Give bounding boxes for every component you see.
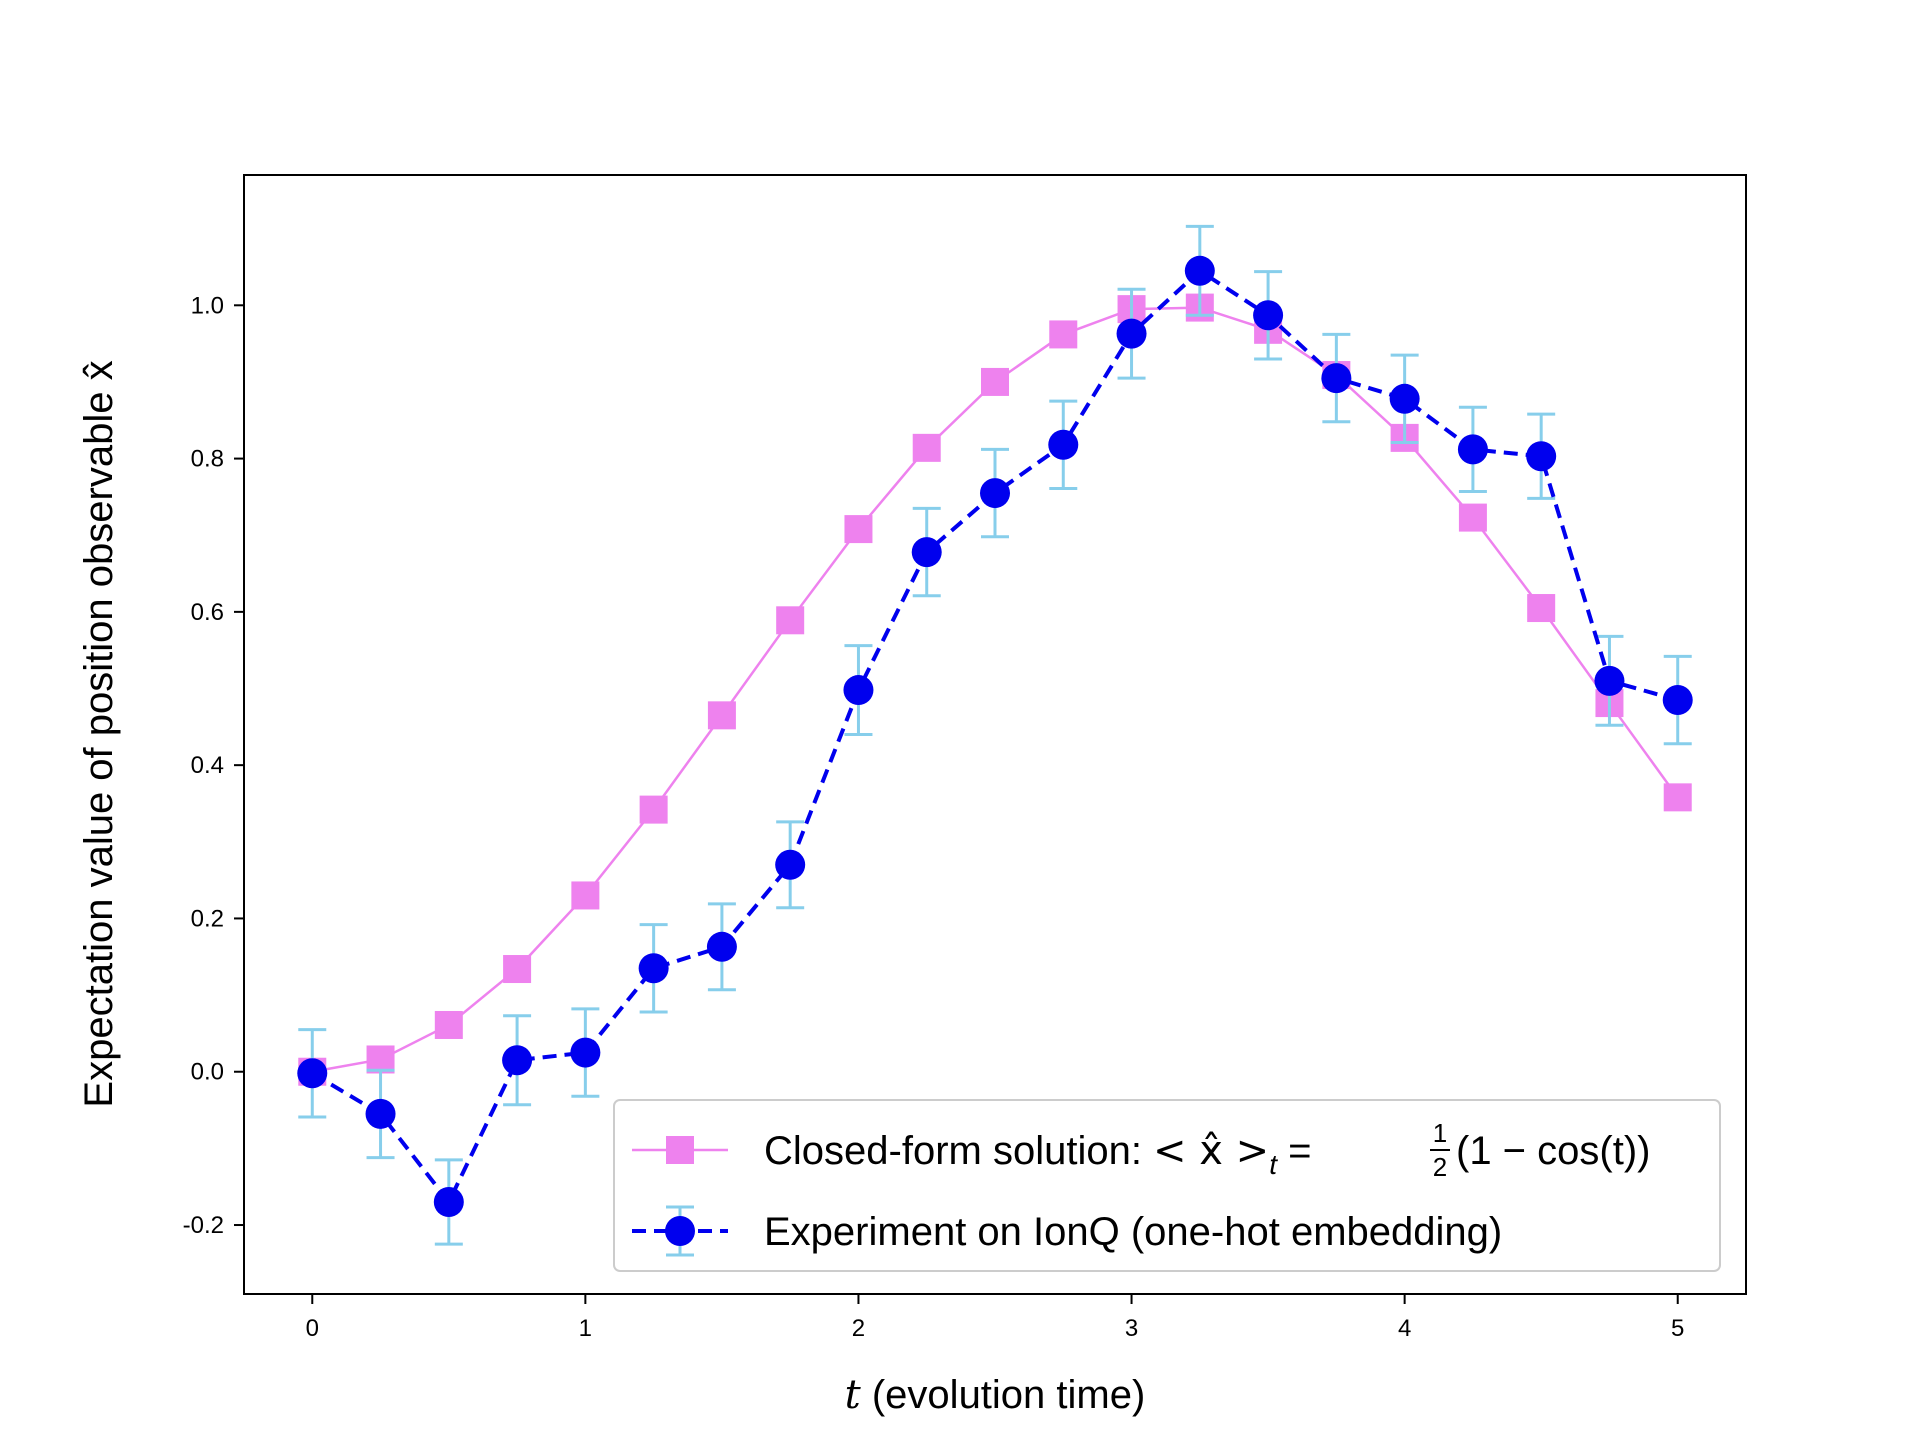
series-closed-form [298, 293, 1692, 1086]
closed-form-point [912, 433, 941, 462]
y-tick-label: 0.6 [191, 599, 224, 626]
experiment-point [1048, 429, 1079, 460]
experiment-point [570, 1037, 601, 1068]
experiment-point [1253, 300, 1284, 331]
experiment-point [365, 1098, 396, 1129]
closed-form-point [571, 881, 600, 910]
x-tick-label: 4 [1398, 1315, 1411, 1342]
axis-ticks: 0 1 2 3 4 5 -0.2 0.0 0.2 0.4 0.6 0.8 1.0 [183, 292, 1685, 1342]
experiment-point [638, 953, 669, 984]
x-tick-label: 1 [579, 1315, 592, 1342]
legend-closed-form-subscript: t [1269, 1149, 1278, 1180]
experiment-point [1389, 383, 1420, 414]
experiment-point [1457, 434, 1488, 465]
closed-form-point [844, 515, 873, 544]
closed-form-point [1049, 320, 1078, 349]
legend-frame [613, 1099, 1721, 1272]
y-axis-label: Expectation value of position observable… [77, 360, 121, 1107]
legend-closed-form-suffix: (1 − cos(t)) [1456, 1129, 1650, 1173]
experiment-point [1594, 665, 1625, 696]
x-tick-label: 2 [852, 1315, 865, 1342]
closed-form-point [639, 795, 668, 824]
closed-form-point [707, 701, 736, 730]
experiment-point [911, 537, 942, 568]
x-tick-label: 5 [1671, 1315, 1684, 1342]
experiment-point [843, 675, 874, 706]
legend-closed-form-equals: = [1277, 1129, 1311, 1173]
legend-fraction-numerator: 1 [1433, 1118, 1447, 1148]
legend-closed-form-prefix: Closed-form solution: [764, 1129, 1153, 1173]
experiment-point [1526, 441, 1557, 472]
experiment-point [502, 1045, 533, 1076]
legend-entry-experiment: Experiment on IonQ (one-hot embedding) [632, 1205, 1502, 1257]
experiment-point [1116, 318, 1147, 349]
experiment-point [433, 1187, 464, 1218]
x-tick-label: 3 [1125, 1315, 1138, 1342]
legend-label-experiment: Experiment on IonQ (one-hot embedding) [764, 1210, 1502, 1254]
y-tick-label: 0.4 [191, 752, 224, 779]
legend-marker-circle [665, 1216, 695, 1246]
y-tick-label: 1.0 [191, 292, 224, 319]
experiment-point [297, 1058, 328, 1089]
x-tick-label: 0 [306, 1315, 319, 1342]
closed-form-point [1458, 503, 1487, 532]
closed-form-point [1527, 594, 1556, 623]
closed-form-point [1663, 783, 1692, 812]
legend-marker-square [666, 1136, 694, 1164]
series-experiment [297, 224, 1693, 1246]
experiment-point [1321, 363, 1352, 394]
x-axis-label-text: (evolution time) [861, 1373, 1146, 1417]
y-tick-label: 0.8 [191, 446, 224, 473]
y-tick-label: -0.2 [183, 1212, 224, 1239]
series-layer [297, 224, 1693, 1246]
x-axis-label: t (evolution time) [845, 1372, 1146, 1418]
closed-form-point [981, 367, 1009, 396]
experiment-point [1662, 685, 1693, 716]
legend-fraction-denominator: 2 [1433, 1152, 1447, 1182]
experiment-point [1184, 255, 1215, 286]
legend-entry-closed-form: Closed-form solution: < x̂ >t = 1 2 (1 −… [632, 1118, 1650, 1182]
legend: Closed-form solution: < x̂ >t = 1 2 (1 −… [613, 1099, 1721, 1272]
legend-closed-form-math: < x̂ > [1153, 1128, 1269, 1174]
y-tick-label: 0.2 [191, 905, 224, 932]
experiment-point [775, 849, 806, 880]
x-axis-label-variable: t [845, 1372, 862, 1418]
closed-form-point [503, 955, 532, 984]
closed-form-point [776, 606, 805, 635]
experiment-point [980, 478, 1010, 509]
closed-form-point [434, 1010, 463, 1039]
y-tick-label: 0.0 [191, 1059, 224, 1086]
legend-label-closed-form: Closed-form solution: < x̂ >t = [764, 1128, 1311, 1180]
experiment-point [706, 931, 737, 962]
